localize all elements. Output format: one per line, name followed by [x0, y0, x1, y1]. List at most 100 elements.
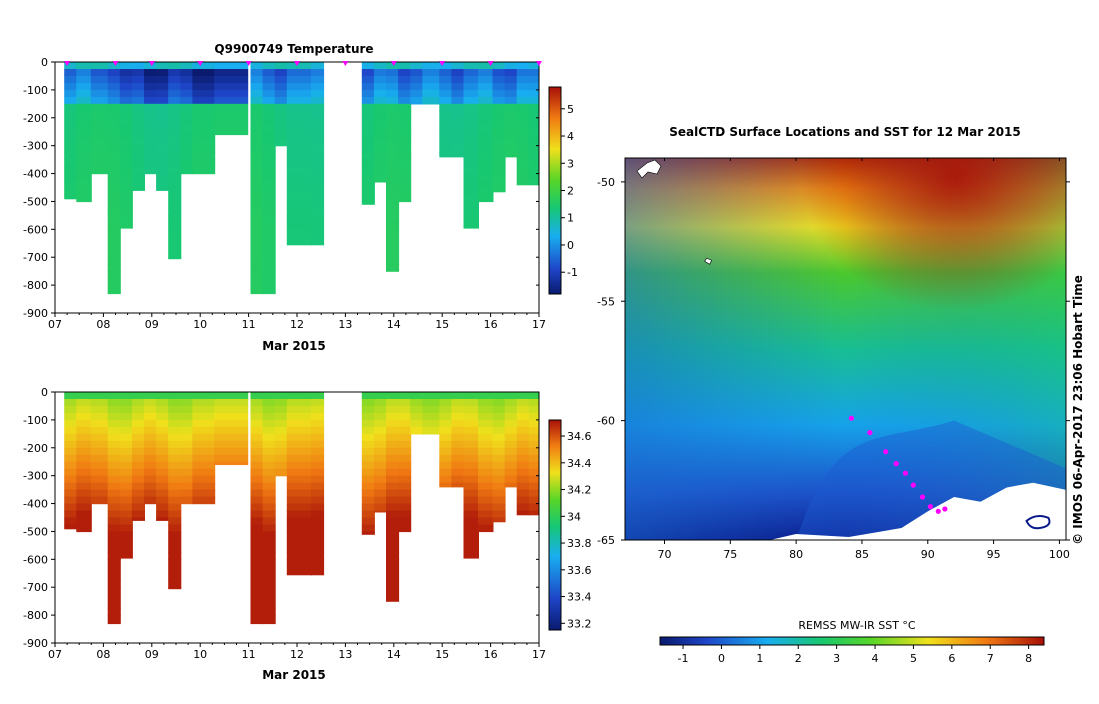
profile-cell [90, 496, 109, 505]
profile-cell [274, 392, 288, 400]
y-tick-label: -200 [23, 442, 48, 455]
profile-cell [262, 250, 276, 258]
profile-cell [131, 517, 145, 521]
profile-cell [144, 433, 158, 442]
profile-cell [144, 117, 158, 126]
profile-cell [250, 243, 264, 251]
profile-cell [107, 166, 121, 175]
profile-cell [64, 82, 78, 91]
profile-cell [439, 468, 453, 477]
profile-cell [90, 96, 109, 105]
profile-cell [250, 131, 264, 140]
profile-cell [131, 433, 145, 442]
profile-cell [361, 159, 375, 168]
profile-cell [516, 138, 530, 147]
surface-marker [390, 61, 397, 66]
profile-cell [107, 201, 121, 209]
profile-cell [250, 399, 264, 407]
profile-cell [119, 173, 133, 182]
profile-cell [311, 194, 325, 203]
profile-cell [439, 62, 453, 70]
profile-cell [463, 89, 479, 98]
profile-cell [373, 461, 387, 470]
profile-cell [131, 399, 145, 407]
profile-cell [463, 222, 479, 229]
profile-cell [439, 433, 453, 442]
copyright-side-label: © IMOS 06-Apr-2017 23:06 Hobart Time [1071, 275, 1085, 545]
profile-cell [286, 454, 312, 463]
profile-cell [311, 447, 325, 456]
profile-cell [286, 573, 312, 576]
colorbar-ramp [548, 419, 562, 631]
profile-cell [131, 426, 145, 435]
profile-cell [286, 559, 312, 567]
profile-cell [168, 180, 182, 189]
profile-cell [76, 496, 92, 505]
profile-cell [107, 215, 121, 223]
profile-cell [168, 573, 182, 581]
profile-cell [156, 103, 170, 112]
profile-cell [107, 489, 121, 498]
profile-cell [90, 412, 109, 421]
profile-cell [286, 475, 312, 484]
profile-cell [516, 489, 530, 498]
profile-cell [398, 75, 412, 84]
profile-cell [192, 62, 216, 70]
profile-cell [311, 489, 325, 498]
profile-cell [463, 131, 479, 140]
profile-cell [386, 496, 400, 505]
profile-cell [386, 510, 400, 519]
profile-cell [386, 103, 400, 112]
profile-cell [311, 201, 325, 209]
profile-cell [156, 517, 170, 521]
profile-cell [373, 89, 387, 98]
profile-cell [156, 187, 170, 191]
profile-cell [286, 145, 312, 154]
profile-cell [311, 419, 325, 428]
profile-cell [463, 405, 479, 414]
profile-cell [107, 531, 121, 539]
profile-cell [262, 159, 276, 168]
y-tick-label: -100 [23, 414, 48, 427]
profile-cell [528, 138, 539, 147]
y-tick-label: -60 [597, 415, 615, 428]
profile-cell [214, 103, 249, 112]
profile-cell [76, 124, 92, 133]
profile-cell [516, 152, 530, 161]
profile-cell [107, 433, 121, 442]
profile-cell [410, 412, 424, 421]
profile-cell [168, 468, 182, 477]
profile-cell [286, 566, 312, 574]
colorbar-ramp [548, 86, 562, 295]
profile-cell [439, 110, 453, 119]
profile-cell [492, 496, 506, 505]
profile-cell [463, 524, 479, 533]
colorbar-tick-label: 2 [795, 652, 802, 665]
profile-cell [250, 545, 264, 553]
profile-cell [250, 440, 264, 449]
profile-cell [76, 89, 92, 98]
profile-cell [528, 89, 539, 98]
x-tick-label: 70 [657, 548, 671, 561]
profile-cell [250, 482, 264, 491]
profile-cell [286, 110, 312, 119]
profile-cell [180, 166, 194, 175]
profile-cell [286, 433, 312, 442]
profile-cell [451, 433, 465, 442]
profile-cell [386, 426, 400, 435]
profile-cell [286, 75, 312, 84]
profile-cell [286, 201, 312, 209]
profile-cell [274, 89, 288, 98]
profile-cell [156, 412, 170, 421]
profile-cell [492, 159, 506, 168]
profile-cell [250, 538, 264, 546]
profile-cell [451, 103, 465, 112]
profile-cell [492, 69, 506, 77]
profile-cell [168, 496, 182, 505]
profile-cell [286, 392, 312, 400]
profile-cell [107, 392, 121, 400]
profile-cell [76, 75, 92, 84]
profile-cell [373, 82, 387, 91]
profile-cell [463, 110, 479, 119]
